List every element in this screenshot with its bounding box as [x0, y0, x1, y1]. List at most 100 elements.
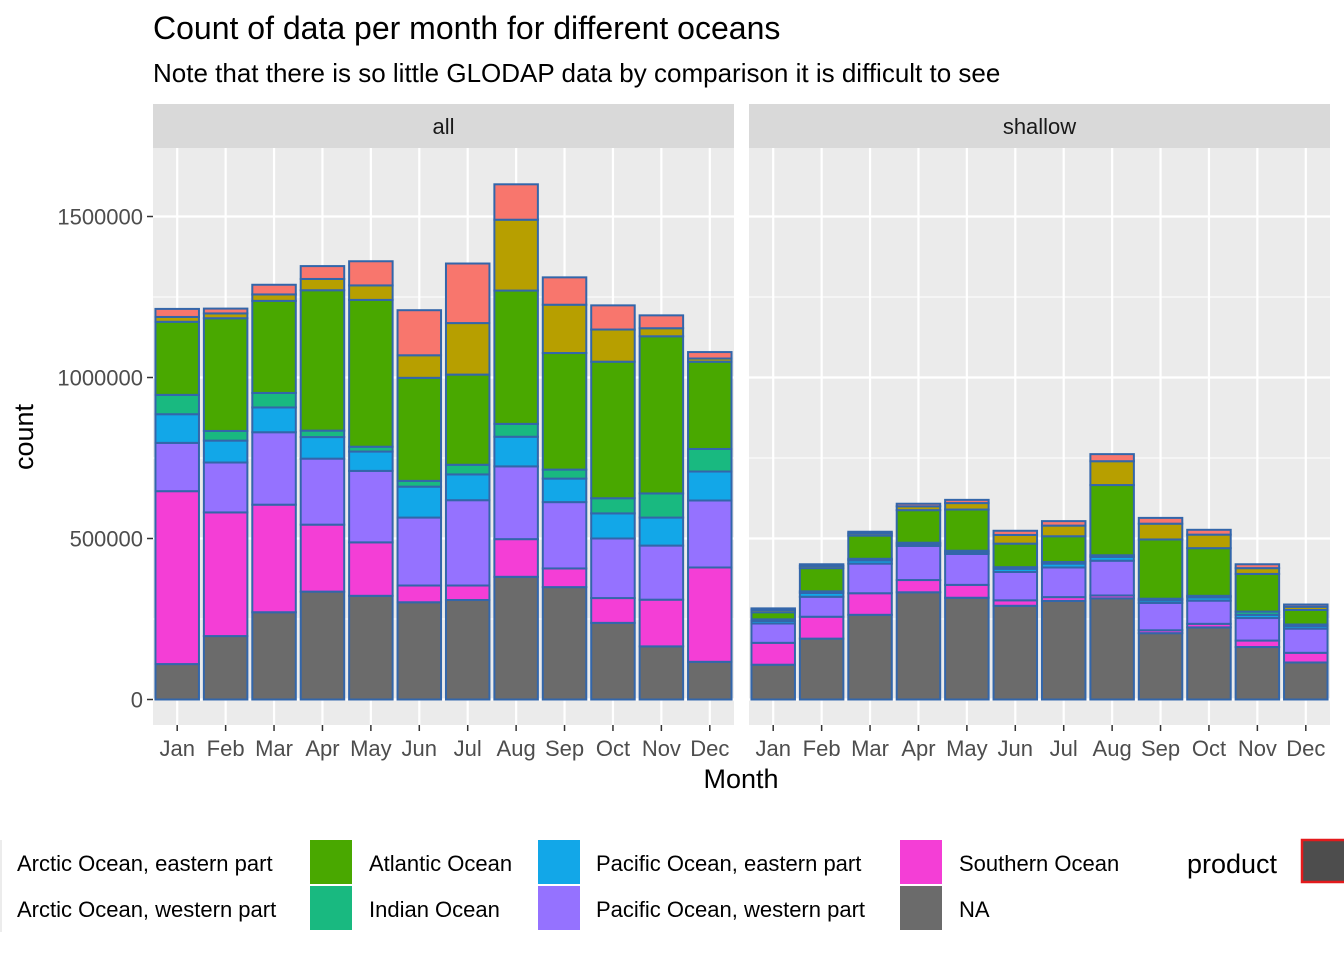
x-tick-label: Feb: [207, 736, 245, 761]
bar-segment-southern-ocean: [493, 538, 539, 578]
y-tick-label: 0: [131, 688, 143, 713]
x-tick-label: Oct: [1192, 736, 1226, 761]
bar-segment-southern-ocean: [251, 503, 297, 614]
panel-background: [749, 148, 1330, 725]
facet-panel-all: all Jan Feb Mar Apr May Jun Jul Aug Sep Oct Nov Dec: [153, 104, 734, 761]
bar-segment-southern-ocean: [202, 511, 249, 638]
chart-title: Count of data per month for different oc…: [153, 10, 780, 46]
bar-segment-na: [154, 663, 200, 701]
bar-segment-arctic-ocean-eastern-part: [1186, 528, 1232, 536]
bar-stack-shallow-feb: [798, 563, 845, 701]
x-tick-label: Jun: [402, 736, 437, 761]
legend-key-na: [900, 886, 942, 930]
y-tick-label: 1500000: [57, 205, 143, 230]
legend-key-indian-ocean: [310, 886, 352, 930]
bar-segment-arctic-ocean-eastern-part: [1089, 453, 1135, 463]
bar-segment-pacific-ocean-western-part: [396, 516, 443, 587]
bar-segment-atlantic-ocean: [251, 299, 297, 394]
bar-segment-pacific-ocean-eastern-part: [348, 450, 394, 472]
legend-item-southern-ocean: Southern Ocean: [900, 840, 1119, 884]
bar-stack-shallow-apr: [895, 502, 942, 701]
x-tick-label: Jan: [159, 736, 194, 761]
bar-segment-arctic-ocean-eastern-part: [396, 309, 443, 357]
bar-segment-southern-ocean: [687, 566, 733, 663]
x-tick-label: Apr: [305, 736, 339, 761]
bar-segment-southern-ocean: [590, 597, 636, 624]
bar-segment-atlantic-ocean: [493, 289, 539, 425]
legend-label: Atlantic Ocean: [369, 851, 512, 876]
bar-segment-pacific-ocean-western-part: [895, 544, 942, 582]
bar-segment-na: [493, 575, 539, 701]
x-tick-label: Jan: [755, 736, 790, 761]
bar-segment-southern-ocean: [798, 615, 845, 640]
bar-segment-arctic-ocean-western-part: [1137, 522, 1184, 541]
bar-segment-arctic-ocean-eastern-part: [750, 607, 796, 611]
bar-segment-atlantic-ocean: [396, 376, 443, 482]
legend-item-indian-ocean: Indian Ocean: [310, 886, 500, 930]
x-tick-label: May: [946, 736, 988, 761]
bar-segment-pacific-ocean-eastern-part: [154, 413, 200, 444]
bar-segment-na: [944, 596, 990, 701]
bar-segment-na: [1137, 632, 1184, 701]
bar-segment-atlantic-ocean: [992, 542, 1039, 569]
legend-label: Pacific Ocean, eastern part: [596, 851, 861, 876]
legend-item-arctic-ocean-western-part: Arctic Ocean, western part: [17, 897, 276, 922]
bar-segment-arctic-ocean-eastern-part: [1040, 520, 1087, 527]
legend-item-pacific-ocean-western-part: Pacific Ocean, western part: [538, 886, 865, 930]
bar-segment-southern-ocean: [1283, 651, 1329, 664]
legend-item-pacific-ocean-eastern-part: Pacific Ocean, eastern part: [538, 840, 861, 884]
bar-segment-arctic-ocean-eastern-part: [638, 314, 685, 330]
bar-segment-atlantic-ocean: [1089, 484, 1135, 557]
bar-segment-pacific-ocean-western-part: [638, 544, 685, 601]
bar-segment-na: [1234, 646, 1281, 701]
bar-segment-southern-ocean: [638, 598, 685, 648]
bar-segment-atlantic-ocean: [1040, 535, 1087, 564]
bar-segment-pacific-ocean-western-part: [1040, 566, 1087, 599]
bar-segment-na: [687, 660, 733, 701]
bar-segment-atlantic-ocean: [1137, 538, 1184, 600]
x-tick-label: May: [350, 736, 392, 761]
bar-segment-arctic-ocean-eastern-part: [493, 183, 539, 221]
legend-item-atlantic-ocean: Atlantic Ocean: [310, 840, 512, 884]
bar-segment-atlantic-ocean: [687, 360, 733, 450]
bar-segment-indian-ocean: [687, 447, 733, 473]
bar-segment-pacific-ocean-eastern-part: [444, 473, 491, 502]
bar-segment-arctic-ocean-western-part: [638, 327, 685, 338]
bar-segment-southern-ocean: [348, 541, 394, 597]
bar-segment-pacific-ocean-western-part: [750, 622, 796, 644]
bar-segment-pacific-ocean-eastern-part: [541, 477, 588, 504]
legend-key-atlantic-ocean: [310, 840, 352, 884]
bar-segment-arctic-ocean-eastern-part: [541, 276, 588, 306]
bar-stack-shallow-sep: [1137, 516, 1184, 701]
bar-segment-na: [202, 635, 249, 701]
bar-segment-atlantic-ocean: [154, 320, 200, 396]
x-tick-label: Aug: [497, 736, 536, 761]
bar-segment-arctic-ocean-western-part: [541, 303, 588, 355]
x-tick-label: Oct: [596, 736, 630, 761]
bar-segment-pacific-ocean-eastern-part: [202, 439, 249, 464]
legend-product: product: [1187, 838, 1344, 884]
bar-segment-na: [1089, 597, 1135, 701]
x-tick-label: Dec: [690, 736, 729, 761]
bar-segment-na: [992, 604, 1039, 701]
facet-panel-shallow: shallow Jan Feb Mar Apr May Jun Jul Aug Sep Oct Nov…: [749, 104, 1330, 761]
bar-segment-arctic-ocean-eastern-part: [847, 530, 893, 535]
bar-stack-all-jun: [396, 309, 443, 701]
bar-stack-shallow-jul: [1040, 520, 1087, 701]
bar-segment-indian-ocean: [493, 422, 539, 438]
bar-segment-arctic-ocean-western-part: [1040, 524, 1087, 538]
legend-label: Southern Ocean: [959, 851, 1119, 876]
x-tick-label: Feb: [803, 736, 841, 761]
bar-segment-southern-ocean: [541, 567, 588, 589]
facet-strip: [749, 104, 1330, 148]
bar-segment-pacific-ocean-western-part: [154, 441, 200, 493]
bar-segment-arctic-ocean-eastern-part: [944, 498, 990, 505]
x-tick-label: Nov: [1238, 736, 1277, 761]
bar-stack-all-aug: [493, 183, 539, 701]
bar-segment-indian-ocean: [638, 492, 685, 519]
bar-segment-arctic-ocean-eastern-part: [1137, 516, 1184, 525]
legend-label: Indian Ocean: [369, 897, 500, 922]
bar-segment-arctic-ocean-eastern-part: [299, 265, 346, 280]
bar-segment-southern-ocean: [847, 592, 893, 616]
bar-segment-pacific-ocean-western-part: [1283, 627, 1329, 654]
